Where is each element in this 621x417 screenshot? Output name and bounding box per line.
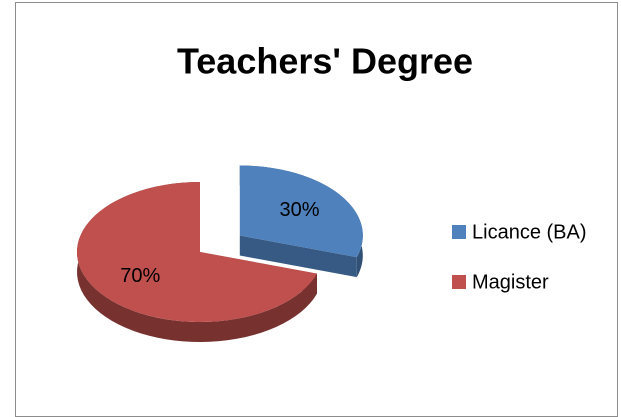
data-label: 70% bbox=[120, 265, 160, 287]
legend-swatch bbox=[452, 225, 466, 239]
legend-label: Licance (BA) bbox=[472, 221, 587, 243]
legend-swatch bbox=[452, 275, 466, 289]
legend-label: Magister bbox=[472, 271, 549, 293]
slice bbox=[76, 182, 317, 322]
slice bbox=[239, 165, 363, 258]
slice-side bbox=[239, 235, 357, 278]
data-label: 30% bbox=[279, 199, 319, 221]
chart-title: Teachers' Degree bbox=[177, 41, 473, 82]
